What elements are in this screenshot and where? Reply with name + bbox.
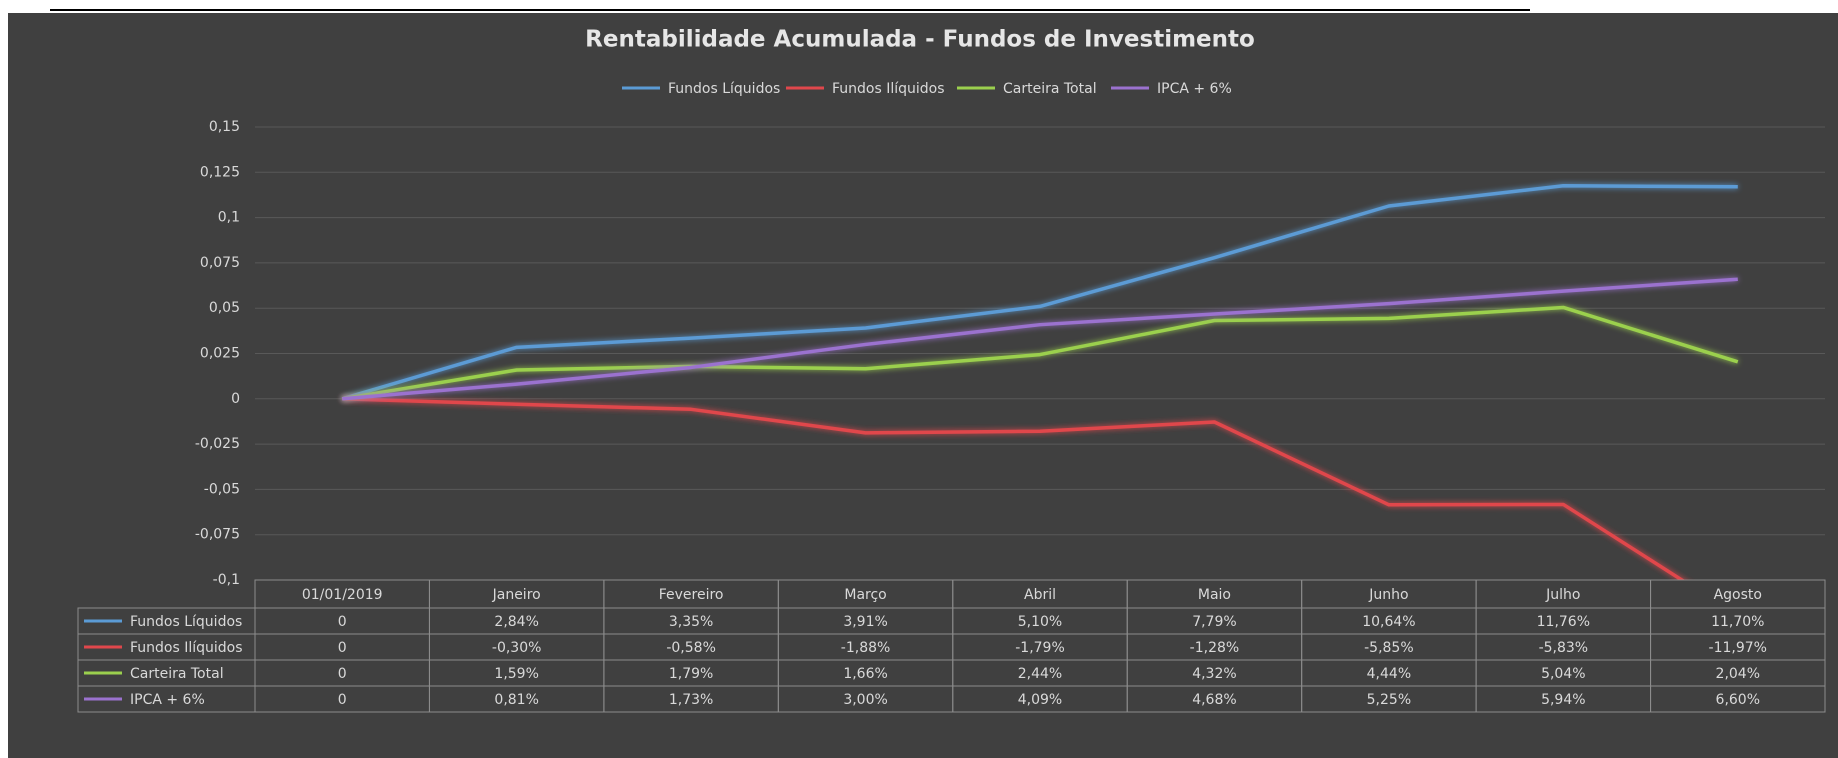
legend-label: Fundos Ilíquidos bbox=[832, 81, 945, 97]
y-tick-label: 0,075 bbox=[200, 255, 240, 271]
x-tick-label: Fevereiro bbox=[659, 587, 724, 603]
plot-area bbox=[341, 183, 1739, 580]
table-value: 1,66% bbox=[843, 666, 887, 682]
table-value: 10,64% bbox=[1362, 614, 1415, 630]
table-value: -0,30% bbox=[492, 640, 542, 656]
table-value: 5,10% bbox=[1018, 614, 1062, 630]
table-value: 4,32% bbox=[1192, 666, 1236, 682]
table-value: 3,35% bbox=[669, 614, 713, 630]
row-label: Carteira Total bbox=[130, 666, 224, 682]
row-label: Fundos Ilíquidos bbox=[130, 640, 243, 656]
table-value: -1,79% bbox=[1015, 640, 1065, 656]
table-value: 4,68% bbox=[1192, 692, 1236, 708]
table-value: -0,58% bbox=[666, 640, 716, 656]
table-value: -11,97% bbox=[1709, 640, 1767, 656]
table-value: 4,09% bbox=[1018, 692, 1062, 708]
y-tick-label: -0,1 bbox=[213, 572, 240, 588]
table-value: 0 bbox=[338, 640, 347, 656]
series-line bbox=[341, 183, 1738, 401]
x-tick-label: Agosto bbox=[1714, 587, 1762, 603]
table-value: -1,88% bbox=[841, 640, 891, 656]
x-tick-label: Abril bbox=[1024, 587, 1056, 603]
chart-title: Rentabilidade Acumulada - Fundos de Inve… bbox=[585, 27, 1255, 53]
legend-label: Carteira Total bbox=[1003, 81, 1097, 97]
table-cell bbox=[1650, 685, 1826, 713]
x-tick-label: Junho bbox=[1368, 587, 1408, 603]
table-value: 0 bbox=[338, 692, 347, 708]
legend-label: IPCA + 6% bbox=[1157, 81, 1232, 97]
table-value: 2,44% bbox=[1018, 666, 1062, 682]
y-tick-label: 0,15 bbox=[209, 119, 240, 135]
table-value: 6,60% bbox=[1716, 692, 1760, 708]
table-value: 11,76% bbox=[1537, 614, 1590, 630]
table-value: 1,73% bbox=[669, 692, 713, 708]
table-value: 2,04% bbox=[1716, 666, 1760, 682]
row-label: IPCA + 6% bbox=[130, 692, 205, 708]
series-line bbox=[341, 305, 1739, 401]
y-tick-label: -0,075 bbox=[195, 527, 240, 543]
y-tick-label: 0,025 bbox=[200, 346, 240, 362]
table-value: 0,81% bbox=[494, 692, 538, 708]
y-tick-label: 0,125 bbox=[200, 164, 240, 180]
x-tick-label: Julho bbox=[1545, 587, 1580, 603]
table-value: 3,91% bbox=[843, 614, 887, 630]
series-line bbox=[342, 397, 1686, 580]
table-value: -5,83% bbox=[1539, 640, 1589, 656]
y-tick-label: 0 bbox=[231, 391, 240, 407]
table-value: 1,59% bbox=[494, 666, 538, 682]
x-tick-label: 01/01/2019 bbox=[302, 587, 383, 603]
table-value: 5,04% bbox=[1541, 666, 1585, 682]
row-label: Fundos Líquidos bbox=[130, 614, 242, 630]
table-value: 1,79% bbox=[669, 666, 713, 682]
table-value: -5,85% bbox=[1364, 640, 1414, 656]
table-value: 4,44% bbox=[1367, 666, 1411, 682]
y-tick-label: -0,025 bbox=[195, 436, 240, 452]
table-value: 0 bbox=[338, 666, 347, 682]
table-value: 7,79% bbox=[1192, 614, 1236, 630]
table-value: 11,70% bbox=[1711, 614, 1764, 630]
table-value: -1,28% bbox=[1190, 640, 1240, 656]
y-tick-label: 0,05 bbox=[209, 300, 240, 316]
legend-label: Fundos Líquidos bbox=[668, 81, 780, 97]
x-tick-label: Maio bbox=[1198, 587, 1231, 603]
table-value: 5,94% bbox=[1541, 692, 1585, 708]
y-tick-label: 0,1 bbox=[218, 210, 240, 226]
table-value: 5,25% bbox=[1367, 692, 1411, 708]
x-tick-label: Janeiro bbox=[492, 587, 541, 603]
table-value: 0 bbox=[338, 614, 347, 630]
x-tick-label: Março bbox=[844, 587, 886, 603]
table-value: 3,00% bbox=[843, 692, 887, 708]
series-line bbox=[342, 277, 1738, 401]
y-tick-label: -0,05 bbox=[204, 481, 240, 497]
table-value: 2,84% bbox=[494, 614, 538, 630]
